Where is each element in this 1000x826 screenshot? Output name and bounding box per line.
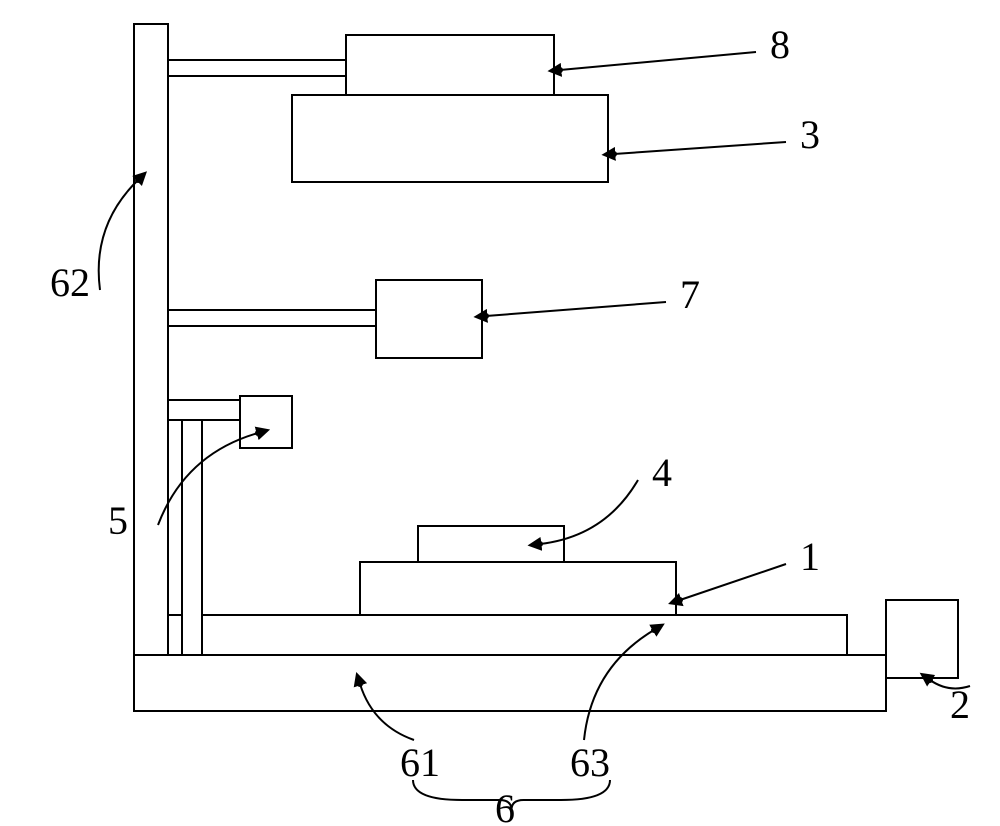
technical-diagram: 83 62 7 5 4 1 2 61 63 6	[0, 0, 1000, 826]
base-rect	[134, 655, 886, 711]
label-l5: 5	[108, 498, 128, 543]
label-l1: 1	[800, 534, 820, 579]
label-l8: 8	[770, 22, 790, 67]
block-3	[292, 95, 608, 182]
column-rect	[134, 24, 168, 655]
leader-l3	[614, 142, 786, 154]
leader-l62	[99, 180, 138, 290]
block-7	[376, 280, 482, 358]
shapes-layer	[134, 24, 958, 711]
label-l6: 6	[495, 786, 515, 826]
leader-l1	[680, 564, 786, 600]
label-l2: 2	[950, 682, 970, 727]
block-1	[360, 562, 676, 615]
label-l61: 61	[400, 740, 440, 785]
label-l63: 63	[570, 740, 610, 785]
label-l62: 62	[50, 260, 90, 305]
block-5	[240, 396, 292, 448]
track-rect	[165, 615, 847, 655]
label-l4: 4	[652, 450, 672, 495]
mid-arm	[168, 310, 376, 326]
label-l7: 7	[680, 272, 700, 317]
leader-l7	[486, 302, 666, 316]
block-2	[886, 600, 958, 678]
block-8	[346, 35, 554, 95]
vert-bar	[182, 420, 202, 655]
label-l3: 3	[800, 112, 820, 157]
leader-l8	[560, 52, 756, 70]
